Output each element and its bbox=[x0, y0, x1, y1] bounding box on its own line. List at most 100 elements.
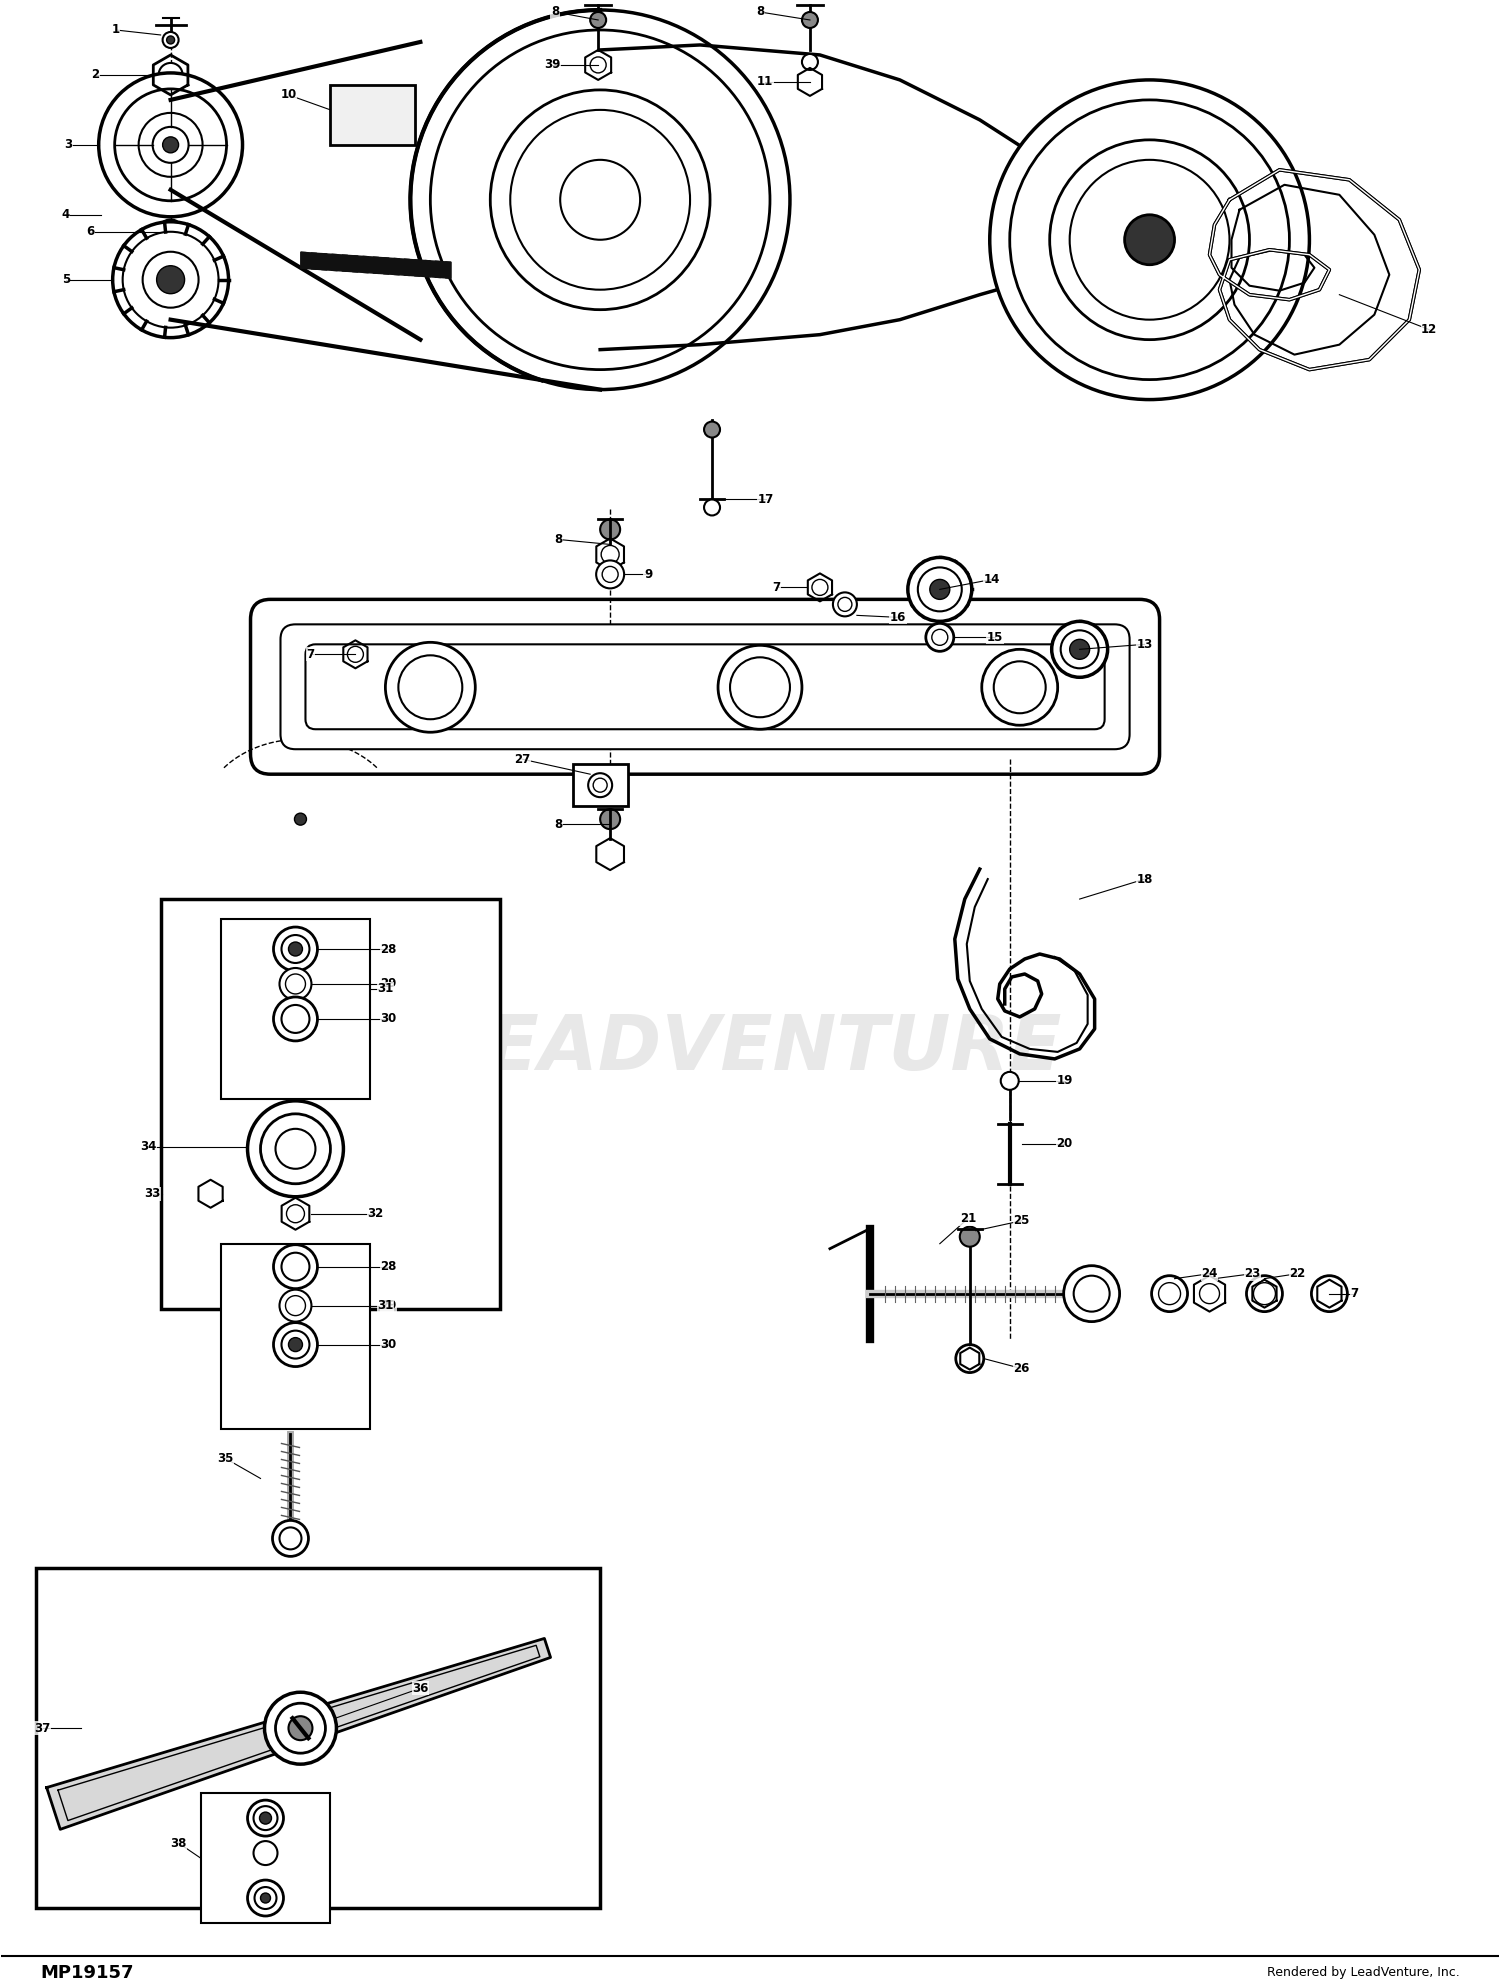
Text: 15: 15 bbox=[987, 631, 1004, 645]
Circle shape bbox=[590, 12, 606, 28]
Circle shape bbox=[1311, 1276, 1347, 1311]
Text: LEADVENTURE: LEADVENTURE bbox=[438, 1012, 1062, 1085]
Text: 23: 23 bbox=[1245, 1268, 1260, 1280]
Text: 19: 19 bbox=[1056, 1075, 1072, 1087]
Circle shape bbox=[273, 1520, 309, 1555]
Text: 31: 31 bbox=[378, 982, 393, 996]
Text: 13: 13 bbox=[1137, 637, 1152, 651]
Circle shape bbox=[960, 1226, 980, 1246]
Circle shape bbox=[260, 1811, 272, 1823]
Circle shape bbox=[590, 58, 606, 73]
Text: 16: 16 bbox=[890, 611, 906, 623]
Text: 12: 12 bbox=[1420, 323, 1437, 335]
FancyBboxPatch shape bbox=[306, 645, 1104, 730]
Bar bbox=[573, 764, 628, 806]
Circle shape bbox=[294, 813, 306, 825]
Circle shape bbox=[114, 89, 226, 200]
Circle shape bbox=[254, 1805, 278, 1829]
Text: 8: 8 bbox=[554, 534, 562, 546]
Circle shape bbox=[1070, 639, 1089, 659]
Circle shape bbox=[254, 1841, 278, 1865]
Circle shape bbox=[276, 1702, 326, 1754]
Circle shape bbox=[166, 36, 174, 44]
Text: 24: 24 bbox=[1202, 1268, 1218, 1280]
Text: 35: 35 bbox=[217, 1452, 234, 1464]
Text: 38: 38 bbox=[171, 1837, 188, 1849]
Circle shape bbox=[602, 546, 619, 563]
Text: 29: 29 bbox=[380, 978, 396, 990]
Circle shape bbox=[600, 520, 619, 540]
Circle shape bbox=[261, 1113, 330, 1184]
Circle shape bbox=[273, 1244, 318, 1290]
Circle shape bbox=[430, 30, 770, 369]
Circle shape bbox=[918, 567, 962, 611]
Text: 17: 17 bbox=[758, 492, 774, 506]
Text: 33: 33 bbox=[144, 1186, 160, 1200]
Circle shape bbox=[248, 1101, 344, 1196]
Text: 11: 11 bbox=[758, 75, 772, 89]
Text: 5: 5 bbox=[62, 274, 70, 286]
Circle shape bbox=[596, 559, 624, 589]
Circle shape bbox=[288, 942, 303, 956]
Circle shape bbox=[164, 224, 177, 238]
Bar bbox=[36, 1569, 600, 1909]
Text: 22: 22 bbox=[1290, 1268, 1305, 1280]
Circle shape bbox=[704, 421, 720, 438]
Bar bbox=[160, 899, 501, 1309]
Circle shape bbox=[273, 996, 318, 1042]
Bar bbox=[201, 1794, 330, 1922]
Text: Rendered by LeadVenture, Inc.: Rendered by LeadVenture, Inc. bbox=[1266, 1966, 1460, 1980]
Circle shape bbox=[1064, 1266, 1119, 1321]
Circle shape bbox=[282, 1006, 309, 1034]
Circle shape bbox=[1070, 161, 1230, 319]
Circle shape bbox=[162, 32, 178, 48]
Text: MP19157: MP19157 bbox=[40, 1964, 134, 1982]
Text: 28: 28 bbox=[380, 942, 396, 956]
Circle shape bbox=[288, 1716, 312, 1740]
Text: 39: 39 bbox=[544, 58, 561, 71]
Circle shape bbox=[159, 220, 183, 244]
Circle shape bbox=[600, 809, 619, 829]
Circle shape bbox=[839, 597, 852, 611]
Text: 21: 21 bbox=[960, 1212, 976, 1226]
Circle shape bbox=[168, 1186, 183, 1202]
Text: 8: 8 bbox=[554, 817, 562, 831]
Circle shape bbox=[730, 657, 790, 718]
Text: 26: 26 bbox=[1014, 1363, 1031, 1375]
Text: 3: 3 bbox=[64, 139, 74, 151]
Circle shape bbox=[956, 1345, 984, 1373]
Text: 10: 10 bbox=[280, 89, 297, 101]
Circle shape bbox=[348, 647, 363, 663]
Text: 2: 2 bbox=[92, 67, 99, 81]
Circle shape bbox=[156, 266, 184, 294]
Text: 29: 29 bbox=[380, 1300, 396, 1311]
Circle shape bbox=[282, 934, 309, 962]
Circle shape bbox=[276, 1129, 315, 1169]
Text: 37: 37 bbox=[34, 1722, 51, 1734]
Circle shape bbox=[288, 1337, 303, 1351]
Circle shape bbox=[255, 1887, 276, 1909]
FancyBboxPatch shape bbox=[280, 625, 1130, 750]
Circle shape bbox=[273, 1323, 318, 1367]
Circle shape bbox=[112, 222, 228, 337]
Circle shape bbox=[1000, 1071, 1018, 1089]
Text: 28: 28 bbox=[380, 1260, 396, 1274]
Circle shape bbox=[248, 1881, 284, 1917]
Text: 1: 1 bbox=[111, 24, 120, 36]
Circle shape bbox=[99, 73, 243, 216]
Circle shape bbox=[1052, 621, 1107, 677]
Circle shape bbox=[142, 252, 198, 308]
Circle shape bbox=[248, 1799, 284, 1835]
Circle shape bbox=[123, 232, 219, 327]
Circle shape bbox=[990, 79, 1310, 399]
Circle shape bbox=[399, 655, 462, 720]
Circle shape bbox=[273, 927, 318, 970]
Text: 18: 18 bbox=[1137, 873, 1154, 885]
Circle shape bbox=[264, 1692, 336, 1764]
Circle shape bbox=[908, 558, 972, 621]
Circle shape bbox=[1158, 1284, 1180, 1305]
Circle shape bbox=[490, 89, 710, 310]
Text: 9: 9 bbox=[644, 567, 652, 581]
Circle shape bbox=[282, 1331, 309, 1359]
Text: 14: 14 bbox=[984, 573, 1000, 585]
